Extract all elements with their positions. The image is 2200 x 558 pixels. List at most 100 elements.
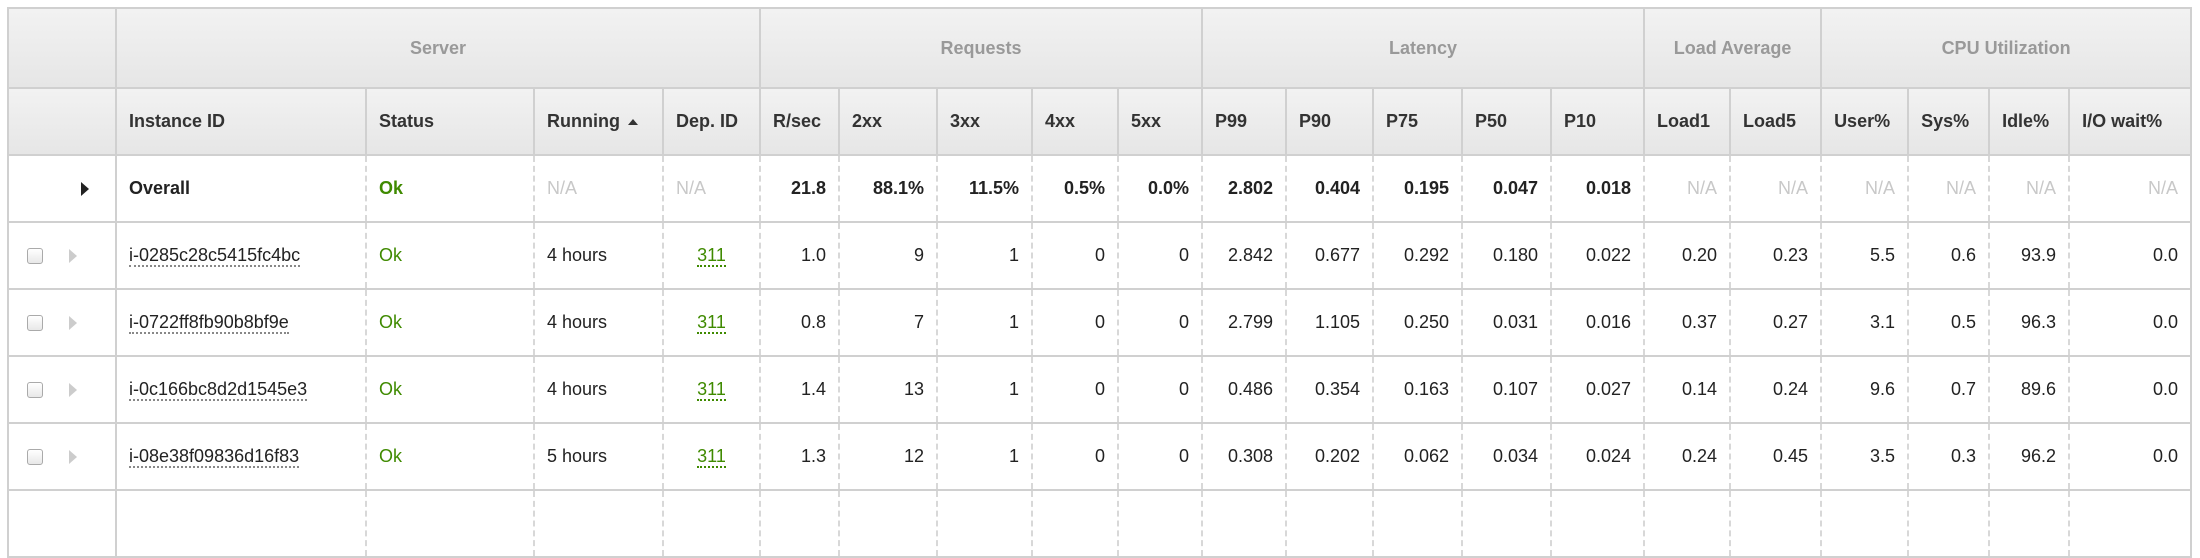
column-header-label: P99: [1215, 111, 1248, 131]
cell-value: N/A: [1687, 178, 1718, 198]
row-checkbox[interactable]: [27, 315, 43, 332]
cell-value: 13: [903, 379, 924, 399]
cell-value: 4 hours: [547, 379, 608, 399]
deployment-id-link[interactable]: 311: [697, 446, 726, 468]
cell-p90: 1.105: [1285, 288, 1373, 357]
empty-cell: [1643, 489, 1731, 558]
column-header-load1[interactable]: Load1: [1643, 87, 1732, 156]
cell-p10: 0.022: [1549, 221, 1645, 290]
expand-triangle-icon[interactable]: [69, 249, 77, 264]
cell-user: N/A: [1820, 154, 1909, 223]
expand-triangle-icon[interactable]: [81, 182, 89, 197]
empty-cell: [1461, 489, 1551, 558]
column-header-load5[interactable]: Load5: [1729, 87, 1823, 156]
expand-triangle-icon[interactable]: [69, 383, 77, 398]
expand-triangle-icon[interactable]: [69, 316, 77, 331]
cell-value: 0.0: [2153, 446, 2179, 466]
column-header-i-o-wait[interactable]: I/O wait%: [2068, 87, 2193, 156]
cell-p75: 0.163: [1372, 355, 1462, 424]
cell-value: 0.062: [1403, 446, 1449, 466]
instance-row: i-0c166bc8d2d1545e3 Ok 4 hours 311 1.4 13 1 0 0 0…: [7, 355, 2193, 424]
cell-load1: 0.37: [1643, 288, 1731, 357]
row-checkbox[interactable]: [27, 382, 43, 399]
sort-ascending-icon[interactable]: [627, 119, 638, 126]
column-header-p99[interactable]: P99: [1201, 87, 1287, 156]
cell-value: 0: [1094, 446, 1105, 466]
column-header-instance-id[interactable]: Instance ID: [115, 87, 367, 156]
cell-value: 1: [1008, 312, 1019, 332]
column-header-4xx[interactable]: 4xx: [1031, 87, 1119, 156]
cell-4xx: 0: [1031, 221, 1118, 290]
cell-idle: 93.9: [1988, 221, 2070, 290]
cell-p99: 2.802: [1201, 154, 1286, 223]
cell-value: 0.180: [1492, 245, 1538, 265]
instance-id-link[interactable]: i-0722ff8fb90b8bf9e: [129, 312, 289, 334]
cell-load1: 0.24: [1643, 422, 1731, 491]
cell-load1: 0.20: [1643, 221, 1731, 290]
cell-value: 1: [1008, 446, 1019, 466]
cell-idle: 96.2: [1988, 422, 2070, 491]
column-header-5xx[interactable]: 5xx: [1117, 87, 1203, 156]
column-header-p50[interactable]: P50: [1461, 87, 1552, 156]
cell-value: 4 hours: [547, 245, 608, 265]
cell-running: N/A: [533, 154, 663, 223]
cell-instance-id: i-0285c28c5415fc4bc: [115, 221, 366, 290]
cell-value: 0.202: [1314, 446, 1360, 466]
instance-id-link[interactable]: i-08e38f09836d16f83: [129, 446, 300, 468]
cell-running: 4 hours: [533, 355, 663, 424]
column-header-p75[interactable]: P75: [1372, 87, 1463, 156]
cell-value: N/A: [1865, 178, 1896, 198]
column-header-label: Running: [547, 111, 620, 131]
empty-cell: [662, 489, 760, 558]
cell-load5: N/A: [1729, 154, 1822, 223]
empty-cell: [1988, 489, 2070, 558]
instance-id-link[interactable]: i-0c166bc8d2d1545e3: [129, 379, 308, 401]
cell-instance-id: Overall: [115, 154, 366, 223]
cell-value: 0.3: [1951, 446, 1977, 466]
deployment-id-link[interactable]: 311: [697, 245, 726, 267]
cell-sys: 0.5: [1907, 288, 1990, 357]
row-checkbox[interactable]: [27, 449, 43, 466]
cell-status: Ok: [365, 288, 534, 357]
cell-value: 0: [1178, 446, 1189, 466]
column-header-dep-id[interactable]: Dep. ID: [662, 87, 761, 156]
column-header-label: P90: [1299, 111, 1332, 131]
deployment-id-link[interactable]: 311: [697, 312, 726, 334]
cell-value: 0.404: [1314, 178, 1360, 198]
expand-triangle-icon[interactable]: [69, 450, 77, 465]
cell-value: Ok: [379, 446, 403, 466]
column-header-3xx[interactable]: 3xx: [936, 87, 1033, 156]
cell-r-sec: 0.8: [759, 288, 839, 357]
deployment-id-link[interactable]: 311: [697, 379, 726, 401]
column-header-label: 5xx: [1131, 111, 1162, 131]
column-header-label: P50: [1475, 111, 1508, 131]
row-controls: [7, 288, 116, 357]
cell-5xx: 0.0%: [1117, 154, 1202, 223]
cell-value: 1.4: [800, 379, 826, 399]
cell-p99: 2.842: [1201, 221, 1286, 290]
column-header-p10[interactable]: P10: [1549, 87, 1646, 156]
column-header-r-sec[interactable]: R/sec: [759, 87, 840, 156]
column-header-2xx[interactable]: 2xx: [838, 87, 938, 156]
instance-id-link[interactable]: i-0285c28c5415fc4bc: [129, 245, 301, 267]
column-header-status[interactable]: Status: [365, 87, 535, 156]
column-header-label: 4xx: [1045, 111, 1076, 131]
cell-value: 0.486: [1227, 379, 1273, 399]
cell-running: 4 hours: [533, 288, 663, 357]
column-header-sys[interactable]: Sys%: [1907, 87, 1991, 156]
instance-row: i-08e38f09836d16f83 Ok 5 hours 311 1.3 12 1 0 0 0…: [7, 422, 2193, 491]
cell-value: 0.250: [1403, 312, 1449, 332]
column-header-user[interactable]: User%: [1820, 87, 1910, 156]
cell-p90: 0.202: [1285, 422, 1373, 491]
cell-value: 96.3: [2021, 312, 2057, 332]
cell-p50: 0.047: [1461, 154, 1551, 223]
column-header-p90[interactable]: P90: [1285, 87, 1374, 156]
column-header-running[interactable]: Running: [533, 87, 664, 156]
cell-value: 1.0: [800, 245, 826, 265]
column-header-label: P75: [1386, 111, 1419, 131]
cell-value: 0: [1094, 245, 1105, 265]
column-header-idle[interactable]: Idle%: [1988, 87, 2071, 156]
row-checkbox[interactable]: [27, 248, 43, 265]
cell-3xx: 11.5%: [936, 154, 1032, 223]
cell-value: 96.2: [2021, 446, 2057, 466]
